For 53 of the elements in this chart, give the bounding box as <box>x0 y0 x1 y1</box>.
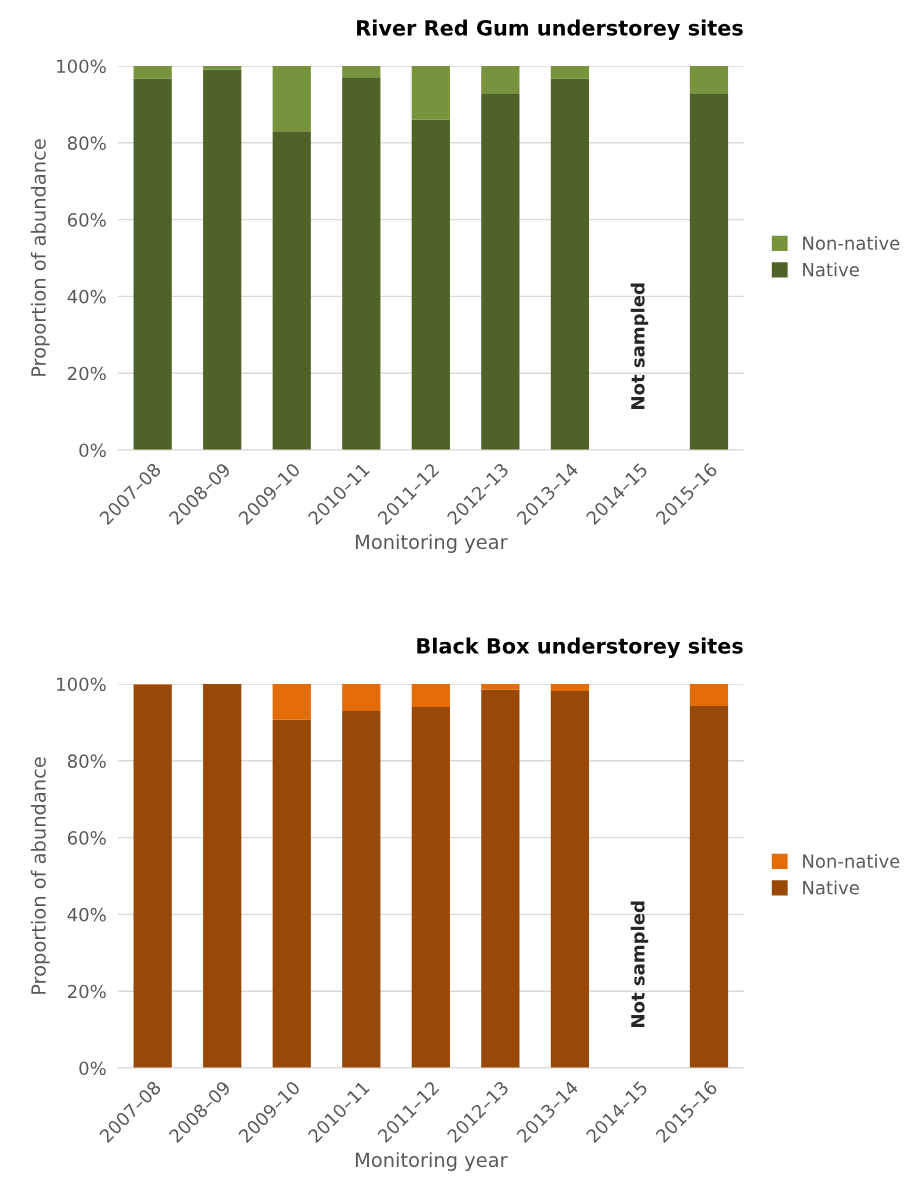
bar <box>481 93 520 450</box>
bar <box>133 66 172 79</box>
legend-label: Native <box>803 262 859 277</box>
bar <box>203 684 242 1068</box>
bar <box>203 69 242 450</box>
bar <box>272 719 311 1068</box>
bar <box>550 78 590 450</box>
y-tick-label: 60% <box>67 213 106 227</box>
bar <box>342 684 381 711</box>
legend-label: Native <box>803 880 859 895</box>
y-tick-label: 0% <box>79 443 106 458</box>
y-tick-label: 100% <box>57 677 106 692</box>
bar <box>411 119 450 450</box>
bar <box>550 690 590 1068</box>
bar <box>411 684 450 708</box>
x-axis-title: Monitoring year <box>355 534 508 553</box>
bar <box>272 131 311 450</box>
legend-label: Non-native <box>803 236 900 250</box>
y-tick-label: 0% <box>79 1061 106 1076</box>
bar <box>689 684 729 706</box>
bar <box>481 66 520 94</box>
bar <box>342 77 381 450</box>
bar <box>133 684 172 1068</box>
y-axis-title: Proportion of abundance <box>30 139 50 376</box>
chart-title: River Red Gum understorey sites <box>357 19 743 40</box>
bar <box>411 707 450 1068</box>
bar <box>481 684 520 690</box>
y-tick-label: 20% <box>67 984 106 999</box>
bar <box>481 689 520 1068</box>
bar <box>689 66 729 94</box>
y-tick-label: 20% <box>67 366 106 381</box>
bar <box>342 710 381 1068</box>
bar <box>272 684 311 720</box>
bar <box>133 78 172 450</box>
annotation: Not sampled <box>630 901 649 1027</box>
chart-title: Black Box understorey sites <box>417 637 743 658</box>
bar <box>550 684 590 691</box>
bar <box>689 705 729 1068</box>
legend-label: Non-native <box>803 854 900 868</box>
y-tick-label: 80% <box>67 136 106 150</box>
y-tick-label: 80% <box>67 754 106 768</box>
y-axis-title: Proportion of abundance <box>30 757 50 994</box>
bar <box>689 93 729 450</box>
x-axis-title: Monitoring year <box>355 1152 508 1171</box>
bar <box>272 66 311 132</box>
y-tick-label: 100% <box>57 59 106 74</box>
bar <box>342 66 381 78</box>
y-tick-label: 40% <box>67 907 106 922</box>
y-tick-label: 60% <box>67 831 106 845</box>
annotation: Not sampled <box>630 283 649 409</box>
bar <box>411 66 450 120</box>
y-tick-label: 40% <box>67 289 106 304</box>
bar <box>550 66 590 79</box>
